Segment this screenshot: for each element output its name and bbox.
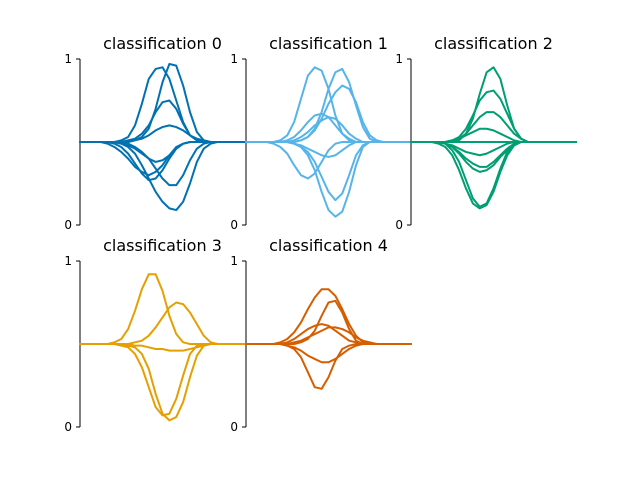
series-line-5 [245,141,412,180]
series-line-8 [79,141,246,163]
series-line-3 [79,343,246,417]
series-line-1 [79,301,246,345]
series-line-2 [410,111,577,143]
series-line-6 [79,141,246,212]
series-line-2 [79,99,246,143]
series-line-1 [245,299,412,345]
series-line-4 [79,343,246,422]
series-line-0 [79,273,246,345]
panel-2: classification 2 1 0 [395,34,577,232]
series-line-6 [410,141,577,168]
series-line-3 [410,127,577,143]
y-tick-label: 1 [64,52,72,66]
series-line-2 [245,84,412,143]
series-line-4 [245,343,412,364]
series-line-5 [245,343,412,390]
panel-title: classification 1 [269,34,388,53]
series-line-4 [245,116,412,143]
y-tick-label: 0 [64,420,72,434]
y-tick-label: 0 [395,218,403,232]
y-tick-label: 1 [230,254,238,268]
series-line-3 [79,124,246,143]
series-line-7 [410,141,577,173]
panel-0: classification 0 1 0 [64,34,246,232]
series-line-8 [410,141,577,210]
panel-3: classification 3 1 0 [64,236,246,434]
y-tick-label: 0 [230,420,238,434]
y-tick-label: 0 [64,218,72,232]
y-tick-label: 1 [395,52,403,66]
panel-title: classification 2 [434,34,553,53]
series-line-1 [410,89,577,143]
panel-title: classification 3 [103,236,222,255]
series-line-9 [410,141,577,208]
panel-title: classification 0 [103,34,222,53]
series-line-8 [245,141,412,158]
panel-title: classification 4 [269,236,388,255]
series-line-0 [79,66,246,143]
series-line-3 [245,326,412,345]
series-line-0 [245,288,412,345]
panel-4: classification 4 1 0 [230,236,412,434]
y-tick-label: 1 [64,254,72,268]
y-tick-label: 1 [230,52,238,66]
series-line-6 [245,141,412,218]
y-tick-label: 0 [230,218,238,232]
panel-1: classification 1 1 0 [230,34,412,232]
